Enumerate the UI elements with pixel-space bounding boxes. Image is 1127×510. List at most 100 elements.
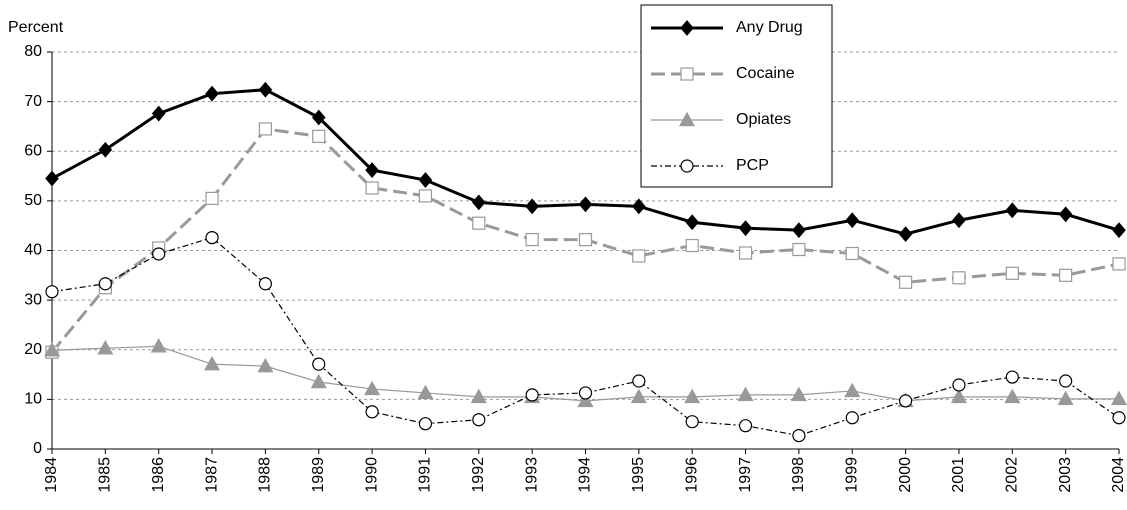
point	[632, 249, 646, 263]
x-tick-label: 1987	[203, 457, 220, 493]
x-tick-label: 1991	[417, 457, 434, 493]
point	[1005, 266, 1019, 280]
point	[472, 194, 486, 211]
point	[952, 378, 966, 392]
point	[365, 162, 379, 179]
x-tick-label: 1985	[97, 457, 114, 493]
x-tick-label: 2000	[897, 457, 914, 493]
point	[1005, 370, 1019, 384]
legend-label: Cocaine	[736, 65, 795, 82]
y-tick-label: 40	[24, 242, 42, 259]
y-tick-label: 50	[24, 192, 42, 209]
point	[898, 394, 913, 408]
y-axis-label: Percent	[8, 19, 64, 36]
x-tick-label: 1990	[363, 457, 380, 493]
point	[845, 411, 859, 425]
point	[43, 342, 61, 357]
point	[418, 417, 433, 431]
point	[578, 386, 593, 400]
point	[97, 340, 114, 355]
point	[1004, 388, 1021, 404]
legend-label: PCP	[736, 157, 769, 174]
point	[365, 405, 379, 419]
series-line	[51, 236, 1120, 437]
x-tick-label: 1994	[577, 457, 594, 493]
point	[952, 271, 966, 285]
legend-marker	[680, 159, 694, 173]
point	[472, 216, 486, 230]
x-tick-label: 1984	[43, 457, 60, 493]
point	[632, 374, 646, 388]
x-tick-label: 2003	[1057, 457, 1074, 493]
point	[257, 357, 274, 373]
x-tick-label: 2001	[950, 457, 967, 493]
point	[898, 226, 913, 243]
y-tick-label: 30	[24, 291, 42, 308]
point	[845, 246, 859, 261]
point	[632, 198, 646, 215]
point	[1112, 222, 1126, 239]
point	[685, 214, 699, 231]
point	[45, 170, 59, 187]
point	[845, 212, 860, 229]
point	[1058, 206, 1073, 223]
point	[150, 338, 167, 353]
point	[792, 222, 806, 239]
point	[525, 388, 539, 402]
x-tick-label: 1993	[523, 457, 540, 493]
point	[364, 380, 381, 396]
x-tick-label: 2004	[1110, 457, 1127, 493]
point	[685, 238, 699, 253]
x-tick-label: 1997	[737, 457, 754, 493]
point	[258, 81, 273, 98]
point	[1005, 202, 1020, 219]
point	[844, 382, 861, 398]
point	[470, 388, 487, 404]
legend-label: Any Drug	[736, 19, 803, 36]
point	[151, 105, 166, 122]
x-tick-label: 1989	[310, 457, 327, 493]
point	[310, 373, 327, 389]
point	[950, 388, 967, 404]
point	[1059, 374, 1073, 388]
y-tick-label: 0	[33, 440, 42, 457]
point	[952, 212, 966, 229]
point	[205, 230, 219, 245]
point	[738, 220, 753, 237]
point	[790, 386, 807, 402]
point	[418, 189, 433, 203]
legend-marker	[678, 111, 696, 127]
y-tick-label: 60	[24, 142, 42, 159]
point	[258, 277, 272, 291]
point	[525, 198, 539, 215]
point	[738, 246, 753, 260]
x-tick-label: 1986	[150, 457, 167, 493]
point	[1112, 411, 1126, 425]
legend-marker	[680, 67, 694, 81]
point	[98, 141, 113, 158]
point	[685, 415, 699, 429]
point	[684, 388, 701, 404]
point	[205, 191, 219, 205]
point	[312, 129, 326, 143]
y-tick-label: 10	[24, 391, 42, 408]
point	[1112, 257, 1126, 271]
x-tick-label: 1996	[683, 457, 700, 493]
point	[1059, 268, 1073, 282]
x-tick-label: 1998	[790, 457, 807, 493]
point	[737, 386, 754, 402]
point	[738, 419, 753, 433]
point	[312, 357, 326, 371]
legend-label: Opiates	[736, 111, 791, 128]
y-tick-label: 70	[24, 93, 42, 110]
point	[365, 181, 379, 195]
point	[311, 109, 326, 126]
point	[205, 85, 219, 102]
point	[630, 388, 647, 404]
point	[152, 247, 166, 261]
x-tick-label: 2002	[1004, 457, 1021, 493]
point	[577, 392, 594, 408]
point	[98, 277, 112, 291]
point	[1110, 390, 1127, 406]
